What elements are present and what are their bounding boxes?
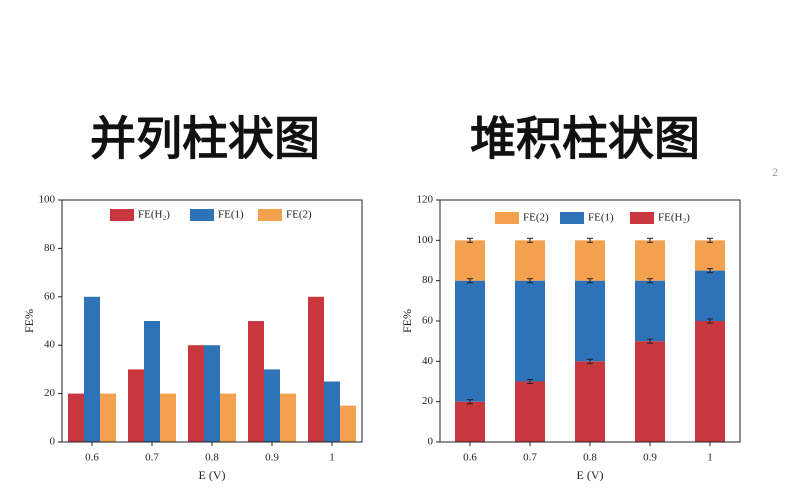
y-tick-label: 60 [422,315,434,327]
x-tick-label: 0.7 [523,452,537,464]
y-tick-label: 100 [39,194,56,206]
y-tick-label: 20 [44,387,56,399]
error-bar [707,318,713,324]
error-bar [467,237,473,243]
legend-label: FE(2) [286,209,312,221]
y-tick-label: 120 [417,194,434,206]
bar [160,393,176,442]
bar-segment [695,270,725,321]
bar-segment [635,280,665,342]
x-tick-label: 0.7 [145,452,159,464]
legend-label: FE(H₂) [138,209,170,221]
y-tick-label: 0 [428,436,434,448]
error-bar [467,399,473,405]
bar [324,381,340,442]
legend-label: FE(H₂) [658,212,690,224]
x-tick-label: 0.8 [205,452,219,464]
chart-title: 堆积柱状图 [470,112,700,166]
bar-segment [455,280,485,402]
y-tick-label: 0 [50,436,56,448]
error-bar [587,237,593,243]
bar-segment [635,240,665,281]
bar-segment [515,280,545,382]
error-bar [527,378,533,385]
error-bar [587,358,593,364]
bar [188,345,204,442]
x-tick-label: 1 [329,452,335,464]
bar [280,393,296,442]
y-tick-label: 80 [422,274,434,286]
bar-segment [515,381,545,442]
x-tick-label: 0.6 [463,452,477,464]
error-bar [647,278,653,284]
y-tick-label: 40 [422,355,434,367]
legend-swatch [495,212,519,224]
x-tick-label: 0.6 [85,452,99,464]
bar-segment [575,240,605,281]
plot-frame [61,199,363,443]
bar [340,405,356,442]
y-tick-label: 40 [44,339,56,351]
error-bar [707,237,713,243]
x-axis-label: E (V) [199,468,226,482]
page-number: 2 [772,165,778,179]
y-tick-label: 80 [44,242,56,254]
bar-segment [455,240,485,281]
bar [128,369,144,442]
x-tick-label: 0.8 [583,452,597,464]
y-tick-label: 20 [422,395,434,407]
error-bar [647,338,653,344]
legend-label: FE(1) [588,212,614,224]
error-bar [467,278,473,284]
bar [68,393,84,442]
x-axis-label: E (V) [577,468,604,482]
chart-title: 并列柱状图 [90,112,320,166]
bar-segment [635,341,665,442]
x-tick-label: 1 [707,452,713,464]
x-tick-label: 0.9 [643,452,657,464]
x-tick-label: 0.9 [265,452,279,464]
bar-segment [575,361,605,442]
bar [100,393,116,442]
y-tick-label: 100 [417,234,434,246]
bar [144,321,160,442]
bar-segment [515,240,545,281]
bar [308,296,324,442]
legend-swatch [190,209,214,221]
bar-segment [575,280,605,362]
bar [204,345,220,442]
bar [264,369,280,442]
legend-label: FE(2) [523,212,549,224]
y-axis-label: FE% [22,309,36,333]
bar-segment [695,240,725,271]
y-tick-label: 60 [44,290,56,302]
bar [248,321,264,442]
error-bar [527,237,533,243]
error-bar [587,278,593,284]
bar [84,296,100,442]
y-axis-label: FE% [400,309,414,333]
bar [220,393,236,442]
error-bar [707,268,713,274]
legend-swatch [630,212,654,224]
legend-swatch [110,209,134,221]
legend-swatch [560,212,584,224]
plot-frame [439,199,741,443]
legend-label: FE(1) [218,209,244,221]
legend-swatch [258,209,282,221]
bar-segment [695,321,725,442]
bar-segment [455,401,485,442]
error-bar [647,237,653,243]
error-bar [527,278,533,284]
